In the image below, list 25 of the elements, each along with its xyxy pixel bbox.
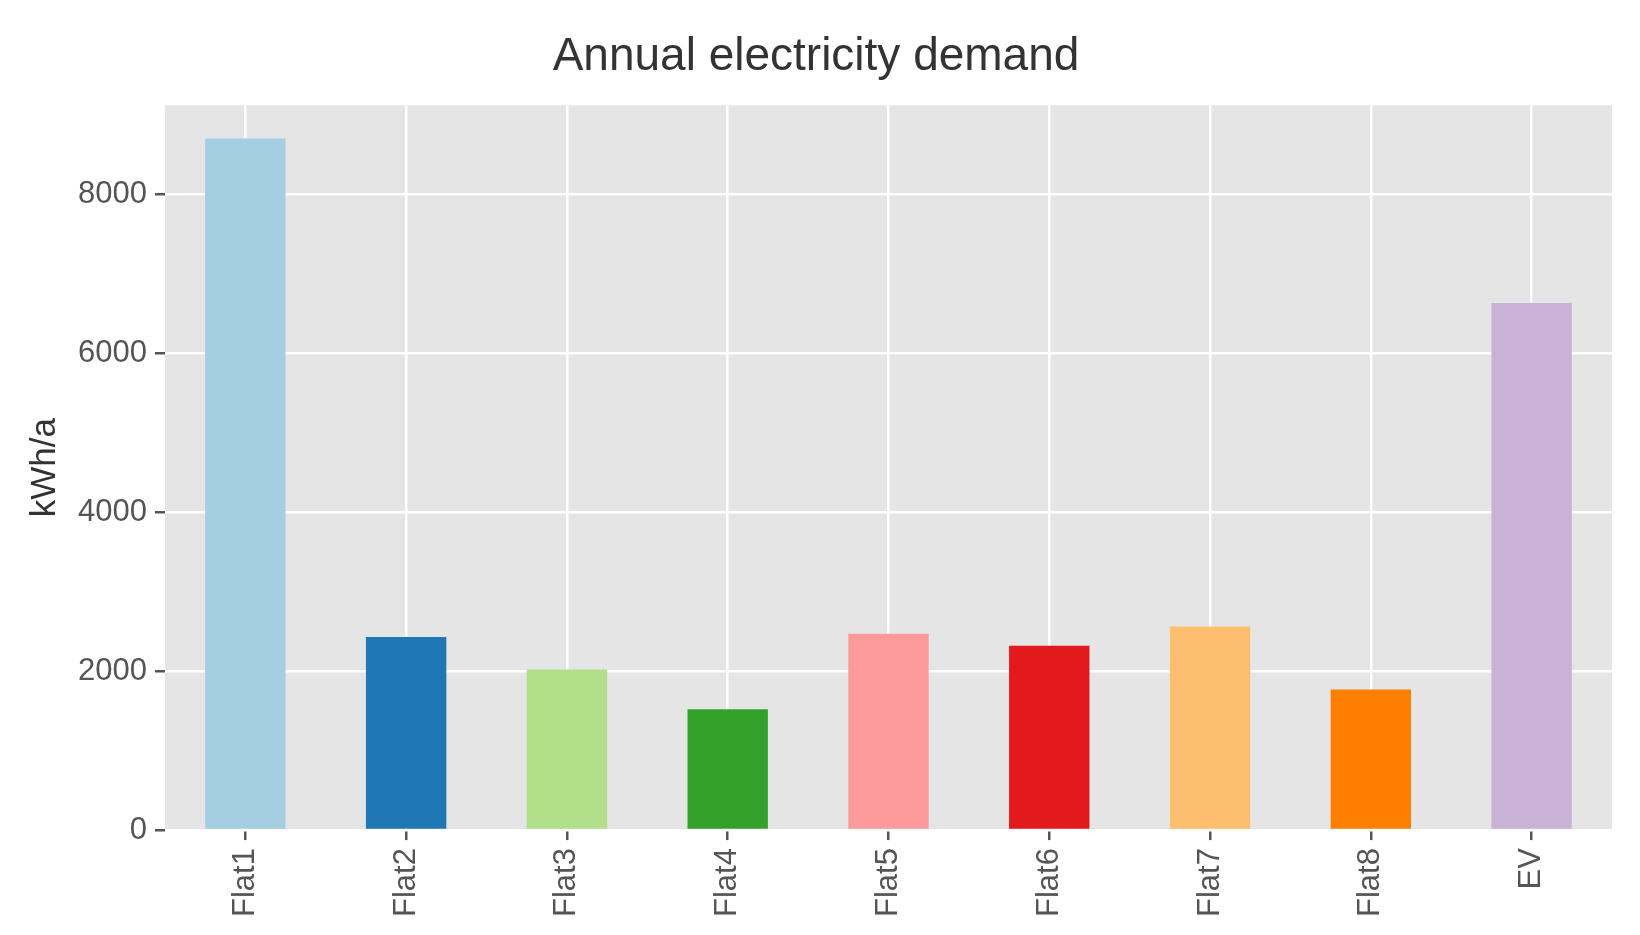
- bar: [848, 633, 929, 829]
- bar: [365, 636, 447, 829]
- y-tick-label: 2000: [77, 651, 147, 687]
- x-tick-label: Flat5: [869, 848, 905, 917]
- bar: [687, 709, 768, 829]
- x-tick-label: Flat3: [547, 848, 583, 917]
- y-tick-label: 0: [129, 810, 147, 846]
- y-tick-label: 8000: [77, 174, 147, 210]
- bar: [1330, 689, 1412, 829]
- y-axis-title: kWh/a: [22, 417, 62, 518]
- x-tick-label: Flat1: [225, 848, 261, 917]
- bar: [1009, 645, 1090, 829]
- bar: [1491, 303, 1572, 829]
- bar: [205, 138, 286, 829]
- bar: [1169, 626, 1251, 829]
- x-tick-label: Flat6: [1029, 848, 1065, 917]
- x-tick-label: Flat2: [386, 848, 422, 917]
- bar: [526, 669, 608, 829]
- y-tick-label: 6000: [77, 333, 147, 369]
- chart-title: Annual electricity demand: [552, 28, 1080, 81]
- y-tick-label: 4000: [77, 492, 147, 528]
- x-tick-label: EV: [1512, 847, 1548, 890]
- x-tick-label: Flat4: [708, 848, 744, 917]
- x-tick-label: Flat8: [1351, 848, 1387, 917]
- x-tick-label: Flat7: [1190, 848, 1226, 917]
